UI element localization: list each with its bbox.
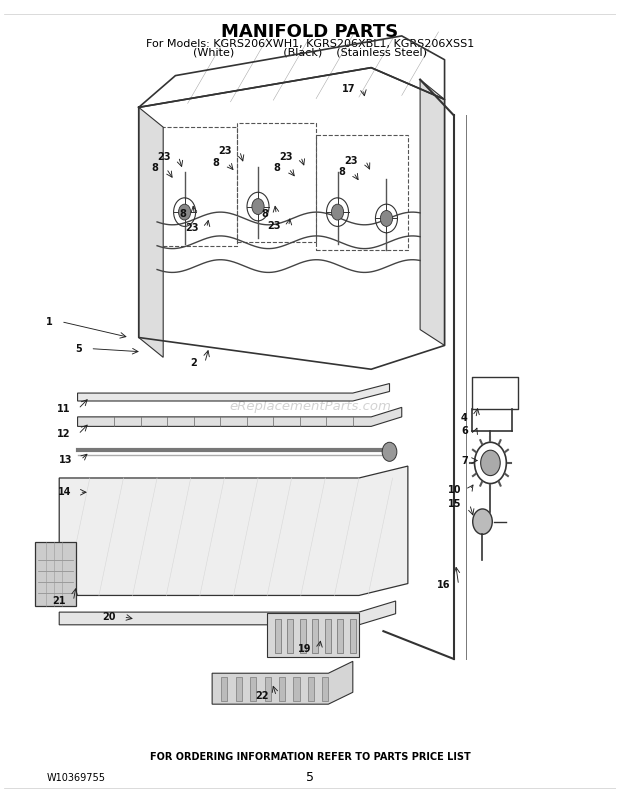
Text: 4: 4 [461, 414, 468, 423]
Text: 22: 22 [255, 691, 268, 701]
Bar [350, 619, 356, 653]
Text: For Models: KGRS206XWH1, KGRS206XBL1, KGRS206XSS1: For Models: KGRS206XWH1, KGRS206XBL1, KG… [146, 38, 474, 49]
Text: 11: 11 [56, 404, 70, 414]
Text: 23: 23 [185, 223, 198, 233]
Bar [265, 677, 271, 701]
Polygon shape [212, 662, 353, 704]
Text: 6: 6 [461, 426, 468, 436]
Text: 14: 14 [58, 488, 71, 497]
Text: W10369755: W10369755 [47, 773, 106, 783]
Text: 8: 8 [151, 164, 158, 173]
Text: 17: 17 [342, 84, 355, 94]
Circle shape [252, 199, 264, 214]
Polygon shape [78, 383, 389, 401]
Circle shape [480, 450, 500, 476]
Text: 8: 8 [180, 209, 187, 220]
Text: 13: 13 [59, 455, 73, 464]
Bar [250, 677, 256, 701]
Text: 21: 21 [52, 596, 65, 606]
Text: 23: 23 [218, 146, 232, 156]
Bar [325, 619, 331, 653]
Text: FOR ORDERING INFORMATION REFER TO PARTS PRICE LIST: FOR ORDERING INFORMATION REFER TO PARTS … [149, 751, 471, 762]
Bar [267, 613, 359, 657]
Bar [287, 619, 293, 653]
Circle shape [332, 205, 343, 220]
Bar [236, 677, 242, 701]
Text: 2: 2 [190, 358, 197, 368]
Bar [279, 677, 285, 701]
Bar [308, 677, 314, 701]
Polygon shape [139, 107, 163, 358]
Text: 8: 8 [213, 158, 219, 168]
Text: 7: 7 [461, 456, 468, 465]
Text: 1: 1 [46, 317, 53, 326]
Text: 5: 5 [76, 343, 82, 354]
Text: 23: 23 [280, 152, 293, 161]
Polygon shape [78, 407, 402, 427]
Bar [293, 677, 299, 701]
Circle shape [179, 205, 191, 220]
Bar [35, 542, 76, 606]
Polygon shape [60, 601, 396, 625]
Circle shape [472, 509, 492, 534]
Text: 23: 23 [157, 152, 171, 161]
Bar [337, 619, 343, 653]
Circle shape [380, 210, 392, 226]
Text: 15: 15 [448, 499, 462, 509]
Bar [316, 135, 408, 250]
Bar [312, 619, 318, 653]
Text: 23: 23 [267, 221, 281, 232]
Bar [151, 128, 237, 246]
Bar [237, 124, 316, 242]
Text: 20: 20 [102, 612, 115, 622]
Text: MANIFOLD PARTS: MANIFOLD PARTS [221, 23, 399, 41]
Circle shape [382, 442, 397, 461]
Polygon shape [420, 79, 445, 346]
Bar [299, 619, 306, 653]
Text: (White)              (Black)    (Stainless Steel): (White) (Black) (Stainless Steel) [193, 47, 427, 58]
Bar [275, 619, 281, 653]
Text: 19: 19 [298, 644, 311, 654]
Text: 8: 8 [274, 164, 281, 173]
Bar [322, 677, 329, 701]
Text: 10: 10 [448, 485, 462, 495]
Text: 12: 12 [56, 429, 70, 439]
Text: eReplacementParts.com: eReplacementParts.com [229, 400, 391, 413]
Text: 5: 5 [306, 772, 314, 784]
Text: 16: 16 [437, 580, 451, 590]
Text: 8: 8 [262, 209, 268, 220]
Polygon shape [60, 466, 408, 595]
Bar [221, 677, 228, 701]
Text: 23: 23 [344, 156, 358, 165]
Text: 8: 8 [339, 168, 345, 177]
